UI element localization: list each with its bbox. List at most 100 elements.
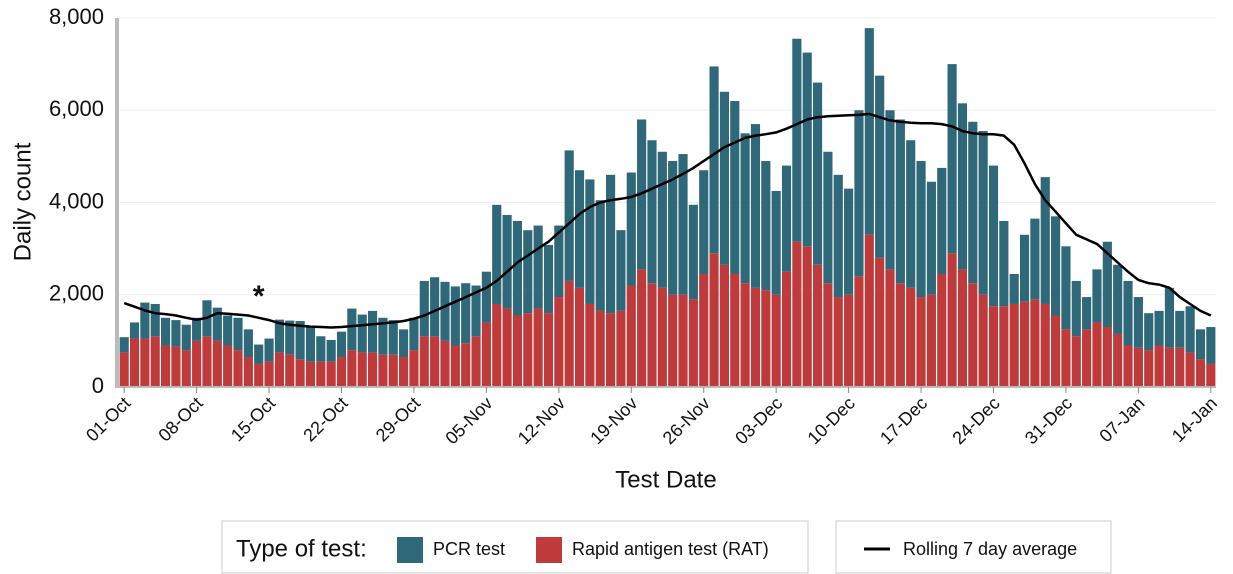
bar	[926, 181, 936, 295]
bar	[1185, 352, 1195, 387]
bar	[481, 322, 491, 387]
bar	[699, 170, 709, 274]
bar	[823, 151, 833, 284]
bar	[688, 204, 698, 300]
bar	[1019, 301, 1030, 387]
bar	[1164, 287, 1175, 348]
bar	[523, 230, 533, 314]
legend-box	[221, 520, 809, 574]
bar	[1185, 306, 1195, 353]
bar	[461, 283, 471, 344]
bar	[781, 165, 792, 272]
bar	[771, 294, 781, 387]
bar	[367, 352, 378, 387]
bar	[802, 246, 812, 387]
annotation: *	[253, 280, 265, 313]
bar	[926, 294, 936, 387]
bar	[140, 302, 150, 339]
bar	[1113, 264, 1123, 334]
bar	[543, 244, 554, 314]
bar	[160, 317, 171, 346]
bar	[305, 327, 316, 362]
bar	[471, 336, 481, 387]
bar	[1154, 345, 1164, 387]
bar	[781, 271, 792, 387]
x-tick-label: 07-Jan	[1096, 393, 1149, 446]
bar	[792, 241, 802, 387]
legend-label: Rapid antigen test (RAT)	[572, 539, 769, 559]
bar	[1144, 350, 1154, 387]
bar	[761, 160, 771, 291]
bar	[502, 214, 512, 309]
bar	[481, 271, 491, 323]
bar	[864, 234, 874, 387]
bar	[1154, 310, 1164, 346]
bar	[833, 297, 843, 387]
bar	[875, 257, 885, 387]
bar	[512, 220, 523, 316]
bar	[968, 283, 978, 387]
bar	[740, 133, 750, 284]
bar	[564, 150, 574, 281]
bar	[1061, 246, 1071, 330]
x-tick-label: 14-Jan	[1168, 393, 1221, 446]
bar	[678, 294, 688, 387]
bar	[1071, 336, 1081, 387]
bar	[916, 160, 926, 298]
bar	[430, 277, 440, 337]
bar	[1175, 347, 1185, 387]
bar	[233, 317, 243, 351]
bar	[574, 287, 585, 387]
bar	[947, 64, 957, 254]
bar	[1030, 299, 1040, 387]
x-tick-label: 29-Oct	[372, 393, 424, 445]
bar	[533, 225, 543, 309]
legend-box	[835, 520, 1112, 574]
x-tick-label: 10-Dec	[804, 393, 859, 448]
bar	[647, 283, 657, 387]
bar	[181, 350, 191, 387]
bar	[192, 340, 202, 387]
bar	[616, 310, 626, 387]
bar	[1175, 310, 1185, 348]
bar	[699, 273, 709, 387]
bar	[885, 269, 895, 387]
bar	[357, 314, 367, 353]
bar	[274, 319, 284, 353]
bar	[1040, 177, 1050, 304]
bar	[223, 315, 233, 346]
bar	[657, 151, 667, 288]
bar	[1051, 216, 1061, 316]
bar	[523, 313, 533, 387]
bar	[1019, 234, 1030, 302]
bar	[450, 345, 460, 387]
bar	[574, 170, 585, 288]
bar	[1113, 333, 1123, 387]
bar	[875, 75, 885, 258]
bar	[502, 308, 512, 387]
bar	[1164, 347, 1175, 387]
x-axis-title: Test Date	[615, 466, 716, 493]
bar	[233, 350, 243, 387]
bar	[1092, 322, 1102, 387]
bar	[119, 352, 129, 387]
bar	[181, 324, 191, 351]
bar	[160, 345, 171, 387]
bar	[264, 338, 274, 362]
legend-swatch	[536, 537, 562, 563]
bar	[543, 313, 554, 387]
bar	[336, 331, 347, 358]
bar	[409, 350, 419, 387]
bar	[750, 287, 761, 387]
bar	[119, 337, 129, 353]
bar	[978, 294, 988, 387]
bar	[492, 204, 502, 304]
bar	[1206, 327, 1216, 364]
legend-label: Rolling 7 day average	[903, 539, 1077, 559]
legend-label: PCR test	[433, 539, 505, 559]
bar	[1123, 345, 1133, 387]
bar	[140, 338, 150, 387]
bar	[988, 165, 999, 307]
bar	[719, 91, 729, 265]
